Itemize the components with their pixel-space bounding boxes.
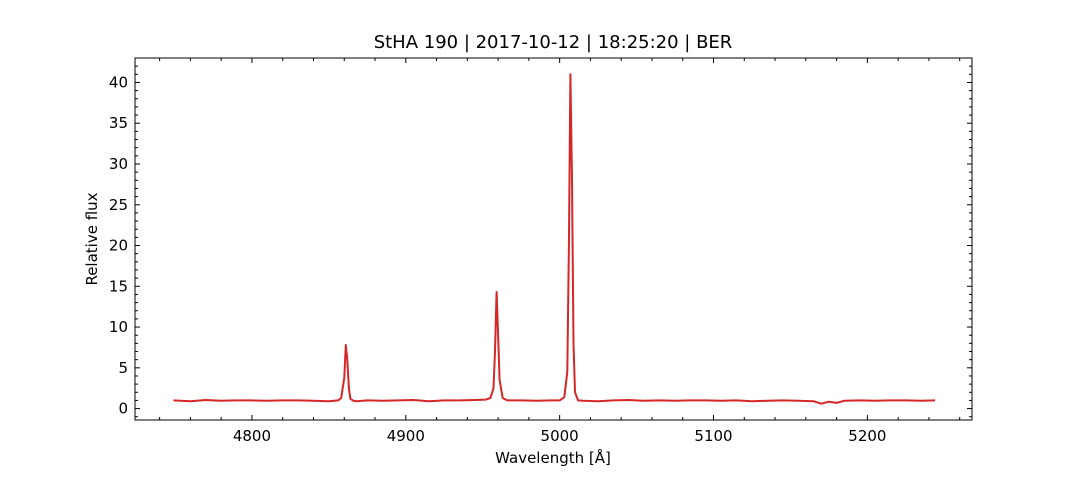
x-tick-label: 4900 [387, 427, 425, 445]
y-tick-label: 0 [118, 400, 128, 418]
y-tick-label: 35 [109, 114, 128, 132]
y-axis-label: Relative flux [83, 192, 101, 285]
y-tick-label: 40 [109, 73, 128, 91]
plot-area [173, 73, 936, 405]
y-tick-label: 10 [109, 318, 128, 336]
chart-title: StHA 190 | 2017-10-12 | 18:25:20 | BER [374, 32, 733, 53]
x-axis-label: Wavelength [Å] [495, 448, 611, 467]
plot-frame [134, 57, 973, 421]
y-tick-label: 30 [109, 155, 128, 173]
x-tick-label: 5200 [848, 427, 886, 445]
x-tick-label: 5100 [694, 427, 732, 445]
spectrum-line-0 [173, 73, 936, 405]
x-tick-label: 5000 [541, 427, 579, 445]
y-tick-label: 20 [109, 237, 128, 255]
y-tick-label: 15 [109, 277, 128, 295]
y-tick-label: 25 [109, 196, 128, 214]
y-tick-label: 5 [118, 359, 128, 377]
x-tick-label: 4800 [233, 427, 271, 445]
